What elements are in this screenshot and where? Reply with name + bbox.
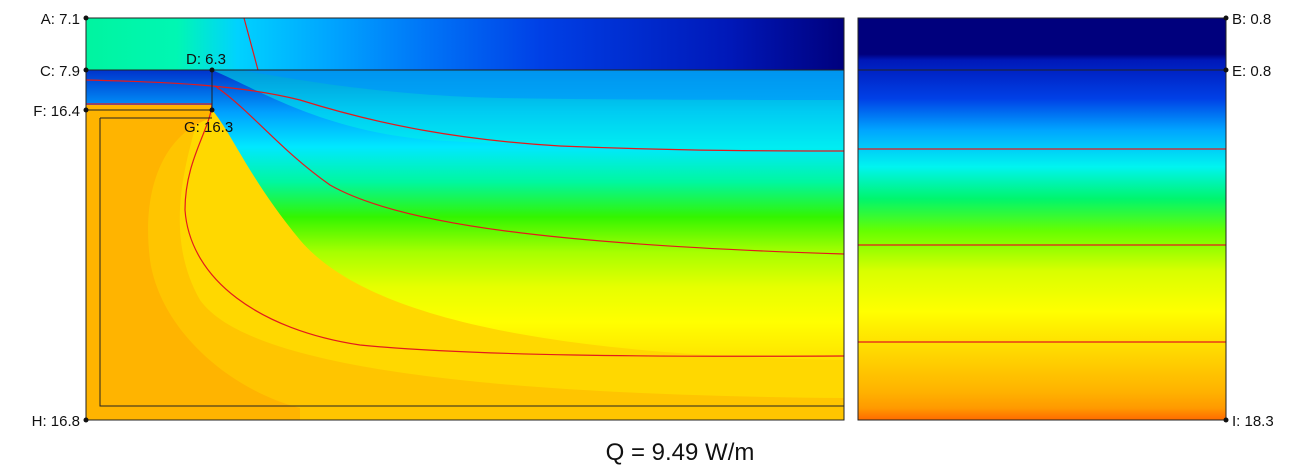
point-labels: A: 7.1 B: 0.8 C: 7.9 D: 6.3 E: 0.8 F: 16…	[32, 11, 1274, 430]
label-f: F: 16.4	[33, 103, 80, 120]
contour-line-2	[214, 85, 845, 255]
contour-line-top	[243, 17, 259, 71]
left-boundary	[85, 17, 845, 421]
label-e: E: 0.8	[1232, 63, 1271, 80]
point-d-marker	[209, 67, 215, 73]
right-boundary	[857, 17, 1227, 421]
point-c-marker	[83, 67, 89, 73]
label-d: D: 6.3	[186, 51, 226, 68]
point-f-marker	[83, 107, 89, 113]
contour-line-1	[85, 79, 845, 152]
top-layer	[86, 18, 844, 70]
contour-line-3	[86, 103, 845, 357]
heat-flow-label: Q = 9.49 W/m	[606, 439, 755, 466]
point-a-marker	[83, 15, 89, 21]
point-b-marker	[1223, 15, 1229, 21]
blue-fan	[240, 70, 844, 100]
point-e-marker	[1223, 67, 1229, 73]
point-i-marker	[1223, 417, 1229, 423]
left-domain	[86, 18, 844, 420]
label-h: H: 16.8	[32, 413, 80, 430]
point-g-marker	[209, 107, 215, 113]
right-strip	[858, 18, 1226, 420]
point-markers	[83, 15, 1229, 423]
label-i: I: 18.3	[1232, 413, 1274, 430]
contour-lines	[85, 17, 1226, 357]
label-g: G: 16.3	[184, 119, 233, 136]
point-h-marker	[83, 417, 89, 423]
label-b: B: 0.8	[1232, 11, 1271, 28]
core-region	[86, 105, 300, 420]
label-c: C: 7.9	[40, 63, 80, 80]
label-a: A: 7.1	[41, 11, 80, 28]
warm-bulge	[86, 110, 844, 420]
